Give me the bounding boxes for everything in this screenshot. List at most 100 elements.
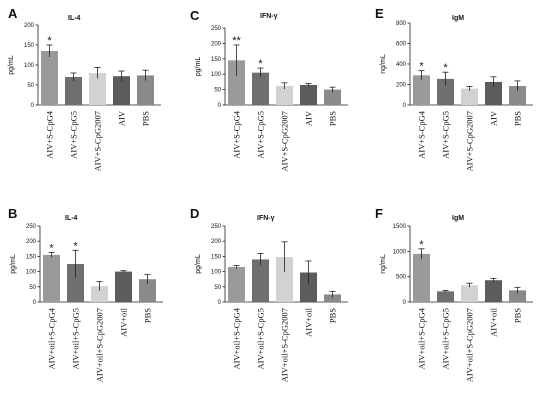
panel-letter: C xyxy=(190,8,200,23)
y-tick-label: 0 xyxy=(31,103,35,109)
y-tick-label: 50 xyxy=(29,285,36,291)
bar-1 xyxy=(228,60,245,105)
bar-3 xyxy=(276,85,293,105)
category-label: PBS xyxy=(328,111,338,126)
category-label: AIV+S-CpG2007 xyxy=(93,111,103,172)
bar-4 xyxy=(300,84,317,105)
category-label: AIV+S-CpG5 xyxy=(256,111,266,159)
bar-1 xyxy=(413,253,430,302)
panel-title: IgM xyxy=(452,215,464,222)
y-tick-label: 400 xyxy=(396,62,407,68)
category-label: AIV+oil+S-CpG2007 xyxy=(280,308,290,382)
y-tick-label: 150 xyxy=(24,43,35,49)
bar-3 xyxy=(276,257,293,302)
category-label: AIV xyxy=(117,110,127,126)
panel-title: IFN-γ xyxy=(260,13,278,20)
category-label: AIV xyxy=(489,110,499,126)
bar-1 xyxy=(43,254,60,302)
y-tick-label: 100 xyxy=(211,72,222,78)
y-tick-label: 250 xyxy=(211,224,222,230)
bar-5 xyxy=(509,86,526,105)
significance-star: * xyxy=(419,61,424,73)
category-label: AIV+oil+S-CpG4 xyxy=(232,307,242,369)
category-label: AIV+oil+S-CpG5 xyxy=(71,308,81,370)
y-tick-label: 1000 xyxy=(393,249,407,255)
y-tick-label: 800 xyxy=(396,21,407,27)
category-label: AIV+oil+S-CpG5 xyxy=(256,308,266,370)
category-label: AIV+oil xyxy=(304,307,314,337)
y-tick-label: 200 xyxy=(26,239,37,245)
bar-5 xyxy=(137,75,154,105)
y-tick-label: 200 xyxy=(211,239,222,245)
panel-title: IgM xyxy=(452,15,464,22)
y-axis-label: pg/mL xyxy=(195,57,202,77)
y-tick-label: 0 xyxy=(33,300,37,306)
significance-star: * xyxy=(419,239,424,251)
bar-3 xyxy=(461,285,478,302)
category-label: AIV+oil+S-CpG2007 xyxy=(465,308,475,382)
y-tick-label: 150 xyxy=(26,254,37,260)
y-tick-label: 0 xyxy=(218,300,222,306)
category-label: AIV+S-CpG2007 xyxy=(280,111,290,172)
significance-star: * xyxy=(47,35,52,47)
panel-f: F IgM ng/mL 0 500 1000 1500 * AIV+oil+S-CpG4 AIV+… xyxy=(375,206,533,382)
y-tick-label: 0 xyxy=(218,103,222,109)
bar-1 xyxy=(413,75,430,105)
bar-4 xyxy=(115,271,132,302)
category-label: AIV+oil+S-CpG4 xyxy=(417,307,427,369)
y-tick-label: 200 xyxy=(24,23,35,29)
y-tick-label: 150 xyxy=(211,254,222,260)
y-tick-label: 100 xyxy=(24,63,35,69)
y-tick-label: 50 xyxy=(27,83,34,89)
bar-2 xyxy=(67,264,84,302)
category-label: PBS xyxy=(513,308,523,323)
bar-2 xyxy=(252,72,269,105)
category-label: PBS xyxy=(513,111,523,126)
panel-letter: D xyxy=(190,206,199,221)
category-label: AIV+S-CpG5 xyxy=(441,111,451,159)
y-tick-label: 50 xyxy=(214,285,221,291)
panel-letter: F xyxy=(375,206,383,221)
panel-letter: A xyxy=(8,6,18,21)
category-label: AIV+S-CpG4 xyxy=(232,110,242,159)
bar-3 xyxy=(91,286,108,302)
y-axis-label: ng/mL xyxy=(380,254,387,274)
panel-d: D IFN-γ pg/mL 0 50 100 150 200 250 AIV+oil+S-CpG4… xyxy=(190,206,348,382)
category-label: AIV+oil xyxy=(119,307,129,337)
category-label: AIV+oil xyxy=(489,307,499,337)
y-tick-label: 100 xyxy=(211,270,222,276)
category-label: AIV+oil+S-CpG2007 xyxy=(95,308,105,382)
category-label: AIV+S-CpG2007 xyxy=(465,111,475,172)
y-tick-label: 600 xyxy=(396,42,407,48)
bar-4 xyxy=(485,81,502,105)
bar-5 xyxy=(324,294,341,302)
panel-a: A IL-4 pg/mL 0 50 100 150 200 * AIV+S-CpG4 AIV+S-C… xyxy=(8,6,161,172)
y-tick-label: 200 xyxy=(211,41,222,47)
bar-2 xyxy=(252,259,269,302)
category-label: AIV+oil+S-CpG5 xyxy=(441,308,451,370)
y-tick-label: 200 xyxy=(396,83,407,89)
bar-5 xyxy=(509,290,526,302)
significance-star: ** xyxy=(232,35,241,47)
bar-2 xyxy=(437,78,454,105)
category-label: AIV+S-CpG5 xyxy=(69,111,79,159)
category-label: PBS xyxy=(143,308,153,323)
category-label: PBS xyxy=(141,111,151,126)
y-tick-label: 250 xyxy=(211,26,222,32)
significance-star: * xyxy=(73,240,78,252)
y-tick-label: 250 xyxy=(26,224,37,230)
bar-1 xyxy=(228,267,245,302)
panel-b: B IL-4 pg/mL 0 50 100 150 200 250 * AIV+oil+S-CpG4… xyxy=(8,206,163,382)
y-tick-label: 50 xyxy=(214,88,221,94)
bar-3 xyxy=(461,88,478,105)
y-axis-label: pg/mL xyxy=(8,55,15,75)
significance-star: * xyxy=(443,62,448,74)
category-label: AIV xyxy=(304,110,314,126)
significance-star: * xyxy=(258,58,263,70)
panel-title: IL-4 xyxy=(68,15,81,22)
bar-4 xyxy=(113,76,130,105)
panel-title: IL-4 xyxy=(65,215,78,222)
y-axis-label: pg/mL xyxy=(10,254,17,274)
panel-letter: B xyxy=(8,206,17,221)
